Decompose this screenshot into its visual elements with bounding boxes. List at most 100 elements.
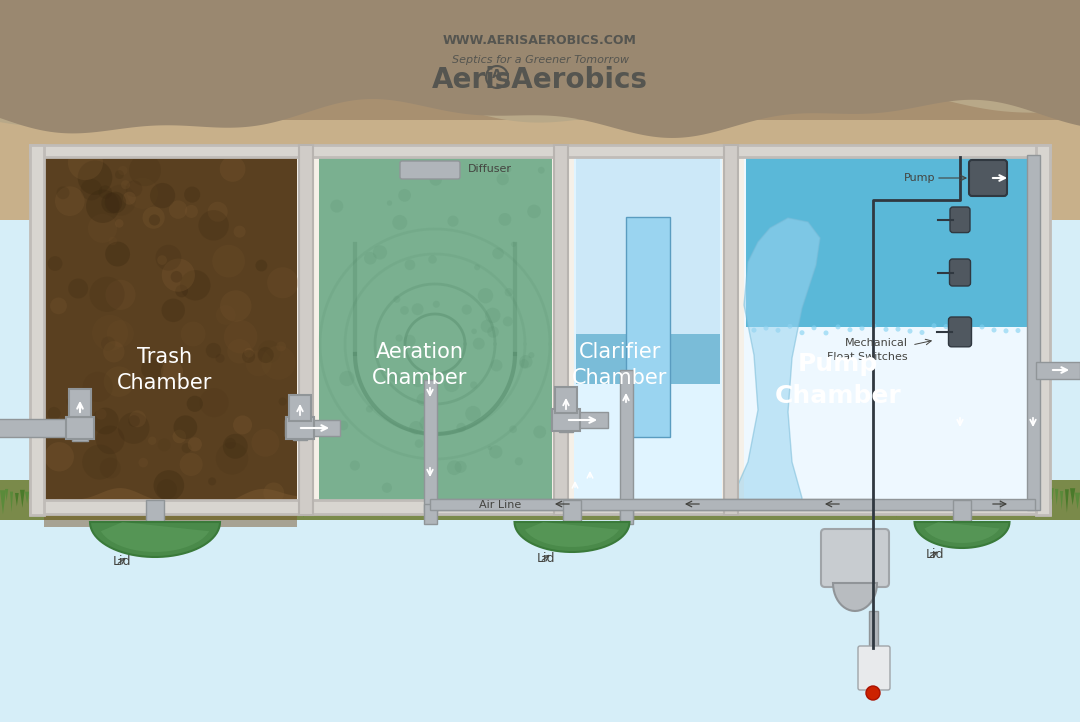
Circle shape xyxy=(158,255,167,265)
FancyBboxPatch shape xyxy=(289,395,311,421)
Circle shape xyxy=(419,416,435,431)
Polygon shape xyxy=(900,494,903,506)
Polygon shape xyxy=(775,489,780,503)
FancyBboxPatch shape xyxy=(430,498,1000,510)
FancyBboxPatch shape xyxy=(620,370,633,520)
Circle shape xyxy=(775,328,781,333)
Circle shape xyxy=(527,204,541,218)
Polygon shape xyxy=(185,488,191,503)
Polygon shape xyxy=(610,494,615,517)
Circle shape xyxy=(507,167,512,172)
FancyBboxPatch shape xyxy=(1026,155,1039,510)
Polygon shape xyxy=(519,490,526,505)
Circle shape xyxy=(99,458,121,479)
Text: Lid: Lid xyxy=(537,552,555,565)
FancyBboxPatch shape xyxy=(821,529,889,587)
FancyBboxPatch shape xyxy=(576,157,720,334)
Circle shape xyxy=(78,160,112,195)
Circle shape xyxy=(488,445,492,451)
Circle shape xyxy=(883,327,889,332)
FancyBboxPatch shape xyxy=(573,157,723,512)
Circle shape xyxy=(114,219,123,227)
FancyBboxPatch shape xyxy=(69,389,91,417)
Circle shape xyxy=(180,270,211,300)
Circle shape xyxy=(457,423,465,432)
Circle shape xyxy=(206,343,221,358)
Circle shape xyxy=(156,245,181,271)
Text: A: A xyxy=(492,67,502,80)
Circle shape xyxy=(393,296,401,303)
Polygon shape xyxy=(120,491,123,508)
Polygon shape xyxy=(285,493,292,513)
Circle shape xyxy=(219,156,245,182)
Polygon shape xyxy=(705,490,710,509)
Polygon shape xyxy=(1050,488,1054,508)
FancyBboxPatch shape xyxy=(299,145,313,515)
Polygon shape xyxy=(426,491,429,508)
Polygon shape xyxy=(815,492,820,513)
Circle shape xyxy=(50,297,67,314)
FancyBboxPatch shape xyxy=(626,217,670,437)
Circle shape xyxy=(129,415,140,427)
Circle shape xyxy=(499,213,511,226)
Circle shape xyxy=(752,328,756,333)
Polygon shape xyxy=(570,488,573,505)
Polygon shape xyxy=(970,490,976,510)
Polygon shape xyxy=(355,492,360,502)
FancyBboxPatch shape xyxy=(746,157,1030,327)
Circle shape xyxy=(366,406,373,412)
Polygon shape xyxy=(735,489,739,501)
Circle shape xyxy=(148,437,157,445)
Polygon shape xyxy=(660,488,666,511)
Polygon shape xyxy=(240,493,244,513)
Circle shape xyxy=(224,320,257,354)
Polygon shape xyxy=(670,493,675,507)
Polygon shape xyxy=(795,491,799,505)
Polygon shape xyxy=(870,490,874,508)
Polygon shape xyxy=(920,490,924,513)
Polygon shape xyxy=(445,488,451,507)
Polygon shape xyxy=(135,490,139,500)
Circle shape xyxy=(968,324,972,329)
Circle shape xyxy=(208,477,216,485)
Polygon shape xyxy=(825,490,831,515)
Polygon shape xyxy=(550,489,554,513)
Polygon shape xyxy=(25,492,29,504)
Circle shape xyxy=(105,192,126,213)
Circle shape xyxy=(415,439,423,448)
Polygon shape xyxy=(985,491,988,515)
Polygon shape xyxy=(340,493,345,517)
Polygon shape xyxy=(100,522,210,552)
Circle shape xyxy=(105,185,136,216)
Circle shape xyxy=(185,205,198,218)
Circle shape xyxy=(87,214,117,243)
Circle shape xyxy=(153,470,185,501)
Circle shape xyxy=(107,320,134,347)
Polygon shape xyxy=(650,492,657,508)
Circle shape xyxy=(104,341,124,362)
Circle shape xyxy=(114,170,124,179)
Polygon shape xyxy=(615,490,620,503)
Circle shape xyxy=(62,417,78,433)
Polygon shape xyxy=(175,494,180,508)
FancyBboxPatch shape xyxy=(30,500,1050,514)
FancyBboxPatch shape xyxy=(724,145,738,515)
Circle shape xyxy=(162,299,185,322)
FancyBboxPatch shape xyxy=(555,387,577,413)
Circle shape xyxy=(44,442,73,471)
Circle shape xyxy=(382,482,392,493)
Circle shape xyxy=(400,306,409,315)
Polygon shape xyxy=(275,492,279,510)
Polygon shape xyxy=(125,488,130,508)
Circle shape xyxy=(872,323,877,329)
Polygon shape xyxy=(450,490,455,510)
Polygon shape xyxy=(160,488,164,505)
Circle shape xyxy=(108,237,117,245)
Polygon shape xyxy=(45,490,51,501)
Polygon shape xyxy=(845,489,852,505)
Polygon shape xyxy=(654,493,660,510)
Polygon shape xyxy=(495,493,501,510)
Polygon shape xyxy=(885,490,891,510)
Circle shape xyxy=(492,248,504,259)
Polygon shape xyxy=(105,490,111,505)
